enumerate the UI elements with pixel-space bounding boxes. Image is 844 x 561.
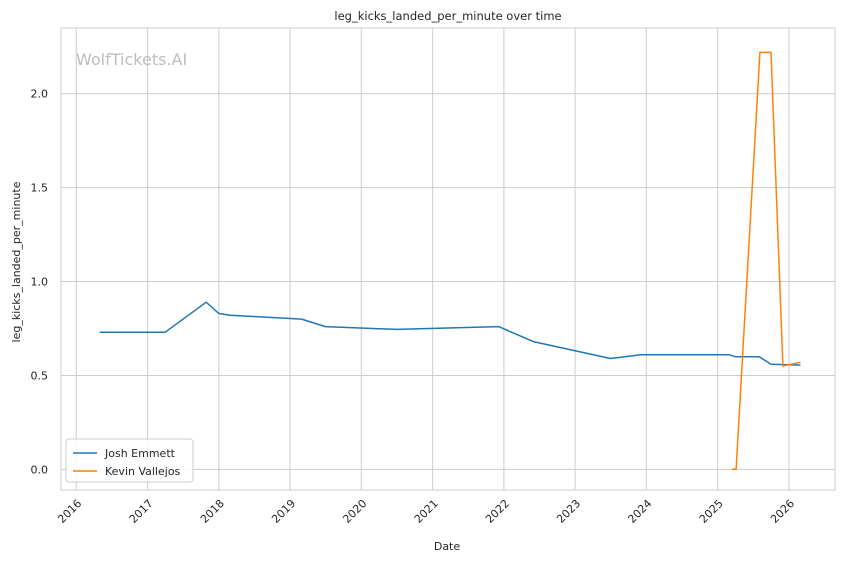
x-tick-label: 2024 bbox=[625, 497, 654, 526]
legend: Josh Emmett Kevin Vallejos bbox=[65, 438, 194, 483]
watermark: WolfTickets.AI bbox=[76, 50, 187, 69]
x-gridlines bbox=[75, 28, 790, 490]
x-tick-label: 2025 bbox=[697, 497, 726, 526]
y-tick-label: 1.5 bbox=[31, 182, 49, 195]
series-layer bbox=[99, 51, 801, 471]
x-tick-label: 2023 bbox=[554, 497, 583, 526]
x-tick-label: 2020 bbox=[340, 497, 369, 526]
y-gridlines bbox=[61, 93, 835, 470]
y-tick-label: 0.0 bbox=[31, 463, 49, 476]
y-axis-title: leg_kicks_landed_per_minute bbox=[10, 181, 23, 342]
series-line-kevin-vallejos bbox=[732, 51, 801, 471]
x-tick-label: 2018 bbox=[198, 497, 227, 526]
x-tick-label: 2017 bbox=[127, 497, 156, 526]
legend-box bbox=[65, 438, 194, 483]
chart-title: leg_kicks_landed_per_minute over time bbox=[334, 9, 561, 23]
x-tick-labels: 2016 2017 2018 2019 2020 2021 2022 2023 2024 2025… bbox=[55, 497, 797, 526]
y-tick-labels: 0.0 0.5 1.0 1.5 2.0 bbox=[31, 88, 49, 477]
legend-label-josh-emmett: Josh Emmett bbox=[104, 447, 176, 460]
legend-label-kevin-vallejos: Kevin Vallejos bbox=[105, 465, 181, 478]
x-tick-label: 2016 bbox=[55, 497, 84, 526]
x-tick-label: 2022 bbox=[483, 497, 512, 526]
y-tick-label: 1.0 bbox=[31, 276, 49, 289]
plot-frame bbox=[60, 27, 836, 491]
series-line-josh-emmett bbox=[99, 301, 801, 366]
x-tick-label: 2021 bbox=[412, 497, 441, 526]
x-tick-label: 2026 bbox=[768, 497, 797, 526]
y-tick-label: 0.5 bbox=[31, 369, 49, 382]
x-tick-label: 2019 bbox=[269, 497, 298, 526]
y-tick-label: 2.0 bbox=[31, 88, 49, 101]
x-axis-title: Date bbox=[434, 540, 461, 553]
